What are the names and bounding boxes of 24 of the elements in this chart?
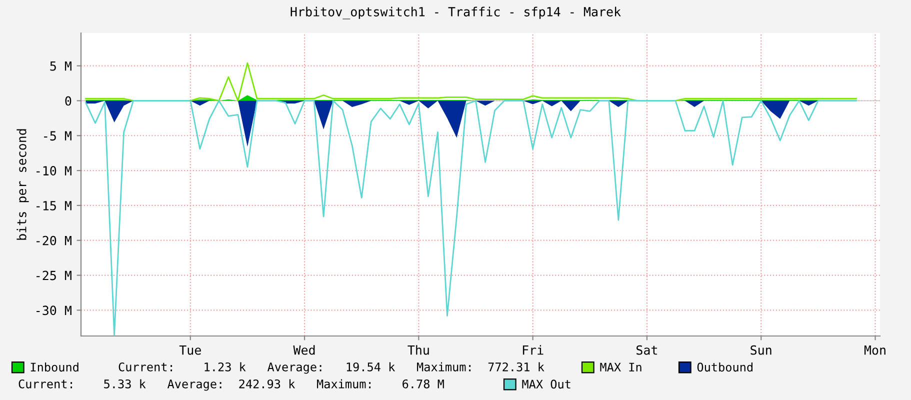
x-tick-label: Fri [522, 345, 544, 355]
x-tick-label: Sun [750, 345, 772, 355]
x-tick-label: Tue [179, 345, 201, 355]
legend-label: MAX In [600, 362, 642, 372]
x-tick-label: Mon [864, 345, 886, 355]
chart-title: Hrbitov_optswitch1 - Traffic - sfp14 - Marek [290, 6, 621, 20]
y-tick-label: -15 M [36, 201, 72, 210]
legend-label: MAX Out [522, 380, 570, 389]
y-tick-label: -30 M [36, 306, 72, 316]
text: Current: 1.23 k Average: 19.54 k Maximum: 772.31 k [118, 362, 544, 374]
y-tick-label: 5 M [50, 61, 72, 71]
x-tick-label: Wed [293, 345, 315, 355]
x-tick-label: Thu [408, 345, 429, 355]
line-series [85, 100, 857, 336]
y-tick-label: -5 M [44, 131, 72, 141]
legend-label: Inbound [30, 362, 78, 372]
text: Current: 5.33 k Average: 242.93 k Maximum: 6.78 M [18, 379, 444, 391]
x-tick-label: Sat [636, 345, 658, 355]
y-tick-label: -10 M [36, 166, 72, 176]
legend-label: Outbound [697, 362, 752, 372]
y-tick-label: -20 M [36, 236, 72, 246]
y-axis-title: bits per second [16, 129, 29, 240]
y-tick-label: 0 [65, 96, 72, 106]
y-tick-label: -25 M [36, 270, 72, 280]
